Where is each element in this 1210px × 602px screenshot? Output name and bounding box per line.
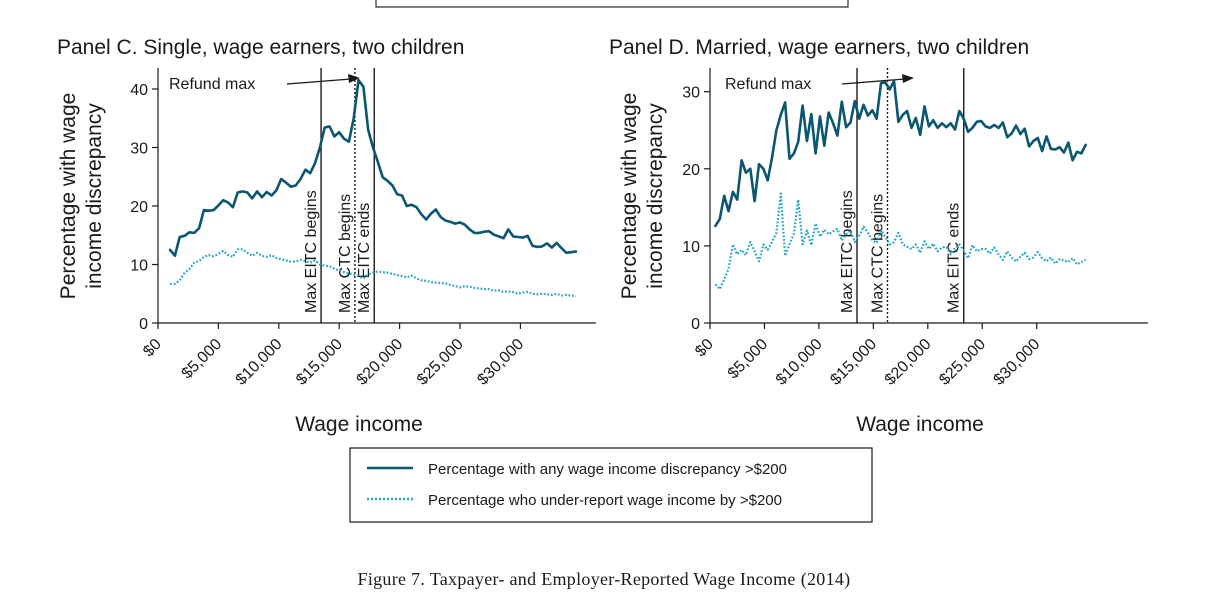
- panel-d-ticks: 0 10 20 30 $0 $5,000 $10,000 $15,000 $20,000 $25,…: [682, 85, 1043, 389]
- panel-c-annotation-arrow: [286, 78, 352, 85]
- panel-c-y-tick-label: 0: [139, 316, 148, 333]
- panel-c-x-axis-title: Wage income: [295, 413, 423, 436]
- legend: Percentage with any wage income discrepa…: [349, 447, 873, 523]
- panel-d-y-tick-label: 20: [682, 162, 700, 179]
- panel-d: Panel D. Married, wage earners, two chil…: [609, 36, 1148, 436]
- panel-c-y-tick-label: 30: [130, 141, 148, 158]
- legend-label-solid: Percentage with any wage income discrepa…: [428, 461, 787, 478]
- legend-label-dotted: Percentage who under-report wage income …: [428, 492, 782, 509]
- panel-d-under-report-line: [714, 192, 1087, 291]
- panel-d-any-discrepancy-line: [714, 79, 1087, 228]
- panel-d-y-tick-label: 30: [682, 85, 700, 102]
- caption-year: (2014): [801, 569, 851, 590]
- panel-d-refund-max-label: Refund max: [725, 76, 811, 93]
- panel-d-axes: [709, 68, 1148, 324]
- panel-d-x-tick-label: $15,000: [827, 336, 880, 389]
- panel-c-x-tick-label: $0: [140, 336, 165, 361]
- panel-d-reference-lines: Max EITC begins Max CTC begins Max EITC en…: [839, 68, 965, 323]
- panel-c: Panel C. Single, wage earners, two child…: [57, 36, 596, 436]
- panel-d-series: [714, 79, 1087, 291]
- panel-d-y-axis-title-line2: income discrepancy: [644, 103, 667, 289]
- panel-d-reference-label-3: Max EITC ends: [946, 203, 963, 313]
- panel-c-any-discrepancy-line: [168, 78, 578, 257]
- panel-c-x-tick-label: $25,000: [414, 336, 467, 389]
- panel-c-ticks: 0 10 20 30 40 $0 $5,000 $10,000 $15,000 $20,000 $2…: [130, 82, 527, 389]
- panel-d-annotation-arrow: [841, 78, 906, 85]
- panel-c-annotation-arrowhead: [348, 74, 360, 83]
- panel-c-annotation: Refund max: [169, 74, 360, 93]
- panel-c-x-tick-label: $30,000: [474, 336, 527, 389]
- panel-c-y-tick-label: 10: [130, 258, 148, 275]
- panel-d-reference-label-1: Max EITC begins: [839, 190, 856, 313]
- panel-c-under-report-line: [170, 248, 577, 298]
- caption-prefix: Figure 7.: [358, 569, 430, 589]
- panel-d-x-axis-title: Wage income: [856, 413, 984, 436]
- legend-box: [349, 447, 873, 523]
- panel-d-title: Panel D. Married, wage earners, two chil…: [609, 36, 1029, 59]
- panel-c-reference-label-2: Max CTC begins: [337, 194, 354, 313]
- panel-c-x-tick-label: $10,000: [233, 336, 286, 389]
- panel-d-annotation-arrowhead: [902, 74, 914, 83]
- panel-c-series: [168, 78, 578, 298]
- panel-c-reference-label-1: Max EITC begins: [303, 190, 320, 313]
- panel-c-y-tick-label: 40: [130, 82, 148, 99]
- panel-c-y-axis-title-line2: income discrepancy: [83, 103, 106, 289]
- panel-d-x-tick-label: $30,000: [991, 336, 1044, 389]
- figure-caption: Figure 7. Taxpayer- and Employer-Reporte…: [358, 569, 851, 590]
- panel-d-x-tick-label: $5,000: [725, 336, 772, 383]
- panel-d-reference-label-2: Max CTC begins: [870, 194, 887, 313]
- panel-c-reference-lines: Max EITC begins Max CTC begins Max EITC en…: [303, 68, 375, 323]
- panel-d-y-tick-label: 10: [682, 239, 700, 256]
- panel-c-x-tick-label: $15,000: [293, 336, 346, 389]
- panel-c-x-tick-label: $5,000: [179, 336, 226, 383]
- upper-frame-edge: [375, 0, 849, 8]
- panel-d-x-tick-label: $20,000: [882, 336, 935, 389]
- panel-d-annotation: Refund max: [725, 74, 914, 93]
- caption-title: Taxpayer- and Employer-Reported Wage Inc…: [430, 569, 796, 589]
- panel-c-refund-max-label: Refund max: [169, 76, 255, 93]
- panel-c-x-tick-label: $20,000: [354, 336, 407, 389]
- panel-d-x-tick-label: $10,000: [773, 336, 826, 389]
- panel-c-title: Panel C. Single, wage earners, two child…: [57, 36, 464, 59]
- panel-d-x-tick-label: $25,000: [936, 336, 989, 389]
- panel-c-y-tick-label: 20: [130, 199, 148, 216]
- panel-d-y-axis-title-line1: Percentage with wage: [618, 93, 641, 300]
- panel-c-y-axis-title-line1: Percentage with wage: [57, 93, 80, 300]
- panel-c-axes: [157, 68, 596, 324]
- panel-d-x-tick-label: $0: [692, 336, 717, 361]
- panel-d-y-tick-label: 0: [691, 316, 700, 333]
- panel-c-reference-label-3: Max EITC ends: [356, 203, 373, 313]
